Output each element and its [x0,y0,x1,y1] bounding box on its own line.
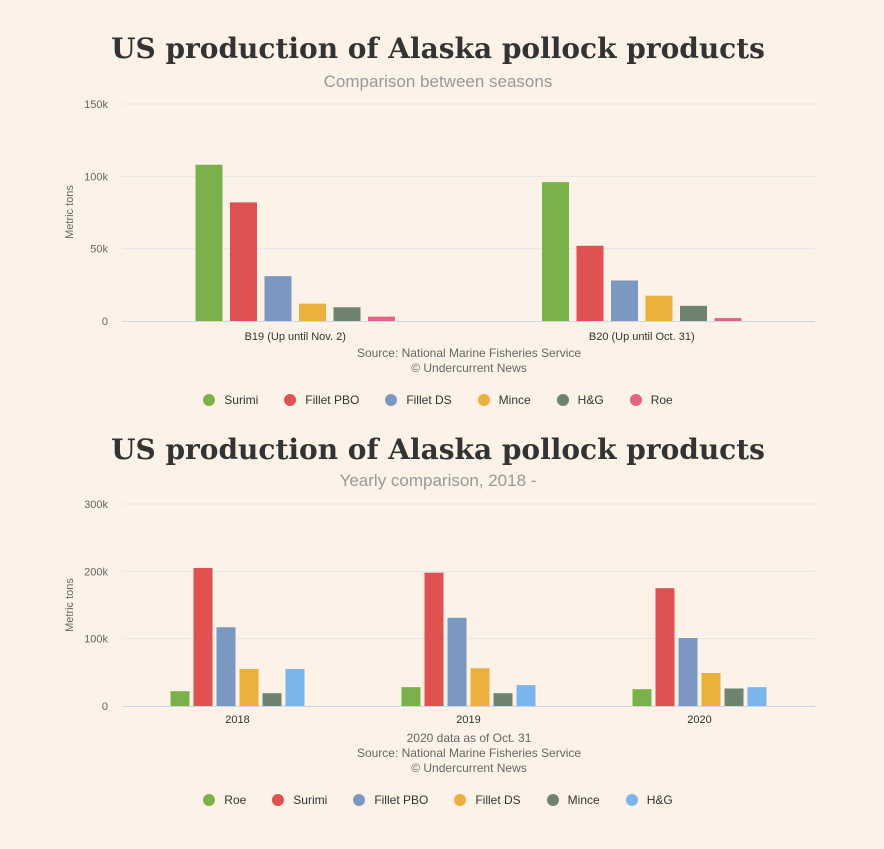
legend-label: Fillet PBO [305,393,360,407]
bar-fillet-ds [470,668,490,706]
bar-h-g [747,687,767,706]
bar-surimi [424,572,444,706]
bar-h-g [516,685,536,706]
bar-roe [368,316,395,321]
source-note: Source: National Marine Fisheries Servic… [356,746,582,760]
chart-subtitle: Yearly comparison, 2018 - [339,471,537,490]
legend-marker [385,394,398,406]
legend-item[interactable]: Mince [546,793,600,807]
chart-title: US production of Alaska pollock products [111,433,765,466]
legend-item[interactable]: Mince [477,393,531,407]
legend-item[interactable]: Surimi [272,793,327,807]
bar-fillet-ds [239,668,259,706]
bar-mince [645,295,673,321]
y-tick-label: 50k [90,244,108,256]
bar-mince [299,303,326,321]
legend-item[interactable]: Roe [629,393,673,407]
bar-mince [724,688,744,706]
y-tick-label: 0 [102,701,108,713]
legend-item[interactable]: Fillet PBO [284,393,359,407]
y-tick-label: 100k [84,634,108,646]
legend-marker [629,394,642,406]
bar-h-g [285,668,305,706]
y-tick-label: 150k [84,99,108,111]
legend-marker [353,794,366,806]
bar-mince [262,693,282,706]
y-axis-label: Metric tons [64,185,76,239]
chart-subtitle: Comparison between seasons [323,72,553,91]
x-tick-label: 2018 [225,714,249,726]
bar-surimi [195,164,223,321]
bar-surimi [542,182,569,321]
chart-title: US production of Alaska pollock products [111,32,765,65]
legend-marker [203,394,216,406]
legend-item[interactable]: Fillet PBO [353,793,428,807]
bar-roe [632,689,652,706]
y-tick-label: 100k [84,171,108,183]
source-note: Source: National Marine Fisheries Servic… [356,346,582,360]
legend-label: H&G [646,793,673,807]
bar-roe [714,318,742,321]
legend-label: Mince [567,793,600,807]
legend-label: Roe [224,793,247,807]
bar-fillet-pbo [576,245,604,321]
bar-h-g [680,305,707,321]
bar-fillet-ds [611,280,638,321]
bar-mince [493,693,513,706]
bar-fillet-pbo [216,627,236,706]
legend-item[interactable]: Fillet DS [385,393,452,407]
legend-marker [454,794,467,806]
legend-item[interactable]: Roe [203,793,246,807]
copyright-note: © Undercurrent News [411,361,527,375]
bar-fillet-ds [701,673,721,706]
bar-fillet-pbo [230,202,257,321]
bar-fillet-ds [264,276,292,321]
chart-plot: 0 50k 100k 150k Metric tons B19 (Up until Nov… [64,99,815,343]
y-axis-label: Metric tons [64,578,76,632]
data-note: 2020 data as of Oct. 31 [406,731,532,745]
legend-label: Roe [650,393,673,407]
legend-marker [284,394,297,406]
legend-label: Surimi [224,393,259,407]
chart-notes: 2020 data as of Oct. 31 Source: National… [0,731,884,776]
legend-label: Mince [498,393,531,407]
chart-legend: Surimi Fillet PBO Fillet DS Mince H&G Roe [0,393,876,407]
legend-marker [625,794,638,806]
chart-notes: Source: National Marine Fisheries Servic… [0,346,884,376]
copyright-note: © Undercurrent News [411,761,527,775]
y-tick-label: 300k [84,499,108,511]
legend-marker [546,794,559,806]
bar-h-g [333,307,361,321]
legend-marker [272,794,285,806]
x-tick-label: 2019 [456,714,480,726]
bar-fillet-pbo [678,637,698,706]
legend-label: Fillet DS [406,393,452,407]
legend-item[interactable]: Surimi [203,393,258,407]
legend-item[interactable]: H&G [556,393,604,407]
chart-legend: Roe Surimi Fillet PBO Fillet DS Mince H&G [0,793,876,807]
x-tick-label: 2020 [687,714,711,726]
x-tick-label: B20 (Up until Oct. 31) [589,331,695,343]
legend-label: H&G [577,393,604,407]
bar-surimi [193,567,213,706]
bar-roe [401,687,421,706]
chart-plot: 0 100k 200k 300k Metric tons 2018 2019 2020 [64,499,815,726]
y-tick-label: 200k [84,566,108,578]
legend-label: Surimi [293,793,328,807]
legend-marker [556,394,569,406]
legend-marker [203,794,216,806]
x-tick-label: B19 (Up until Nov. 2) [245,331,346,343]
legend-item[interactable]: Fillet DS [454,793,521,807]
y-tick-label: 0 [102,316,108,328]
bar-roe [170,691,190,706]
bar-fillet-pbo [447,617,467,706]
legend-label: Fillet DS [475,793,521,807]
legend-label: Fillet PBO [374,793,429,807]
bar-surimi [655,588,675,706]
legend-marker [477,394,490,406]
legend-item[interactable]: H&G [625,793,673,807]
